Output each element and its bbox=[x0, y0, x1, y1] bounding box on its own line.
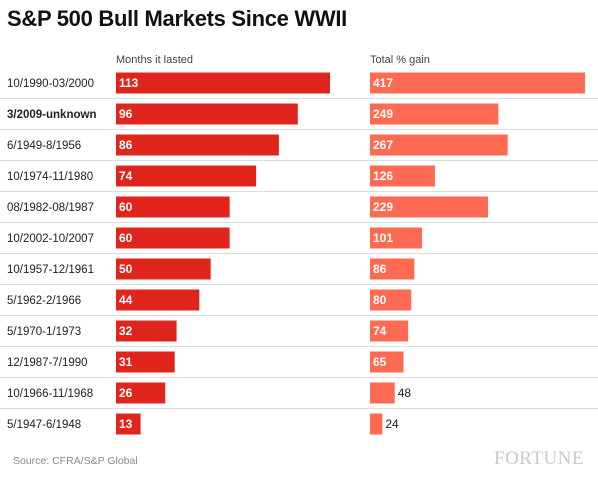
gain-value-label: 417 bbox=[373, 76, 393, 90]
category-label: 10/1974-11/1980 bbox=[7, 171, 93, 183]
gain-bar bbox=[370, 413, 383, 435]
months-bar bbox=[116, 382, 166, 404]
months-value-label: 26 bbox=[119, 386, 133, 400]
months-column-header: Months it lasted bbox=[116, 54, 194, 66]
gain-bar bbox=[370, 103, 499, 125]
gain-bar bbox=[370, 72, 585, 94]
fortune-logo: FORTUNE bbox=[494, 448, 584, 469]
gain-bar bbox=[370, 258, 415, 280]
gain-bar bbox=[370, 196, 489, 218]
gain-bar bbox=[370, 382, 395, 404]
gain-column-header: Total % gain bbox=[370, 54, 430, 66]
category-label: 12/1987-7/1990 bbox=[7, 357, 88, 369]
category-label: 10/2002-10/2007 bbox=[7, 233, 94, 245]
category-label: 3/2009-unknown bbox=[7, 109, 96, 121]
category-label: 08/1982-08/1987 bbox=[7, 202, 94, 214]
gain-bar bbox=[370, 289, 412, 311]
gain-bar bbox=[370, 165, 435, 187]
months-bar bbox=[116, 258, 211, 280]
months-value-label: 50 bbox=[119, 262, 133, 276]
category-label: 10/1957-12/1961 bbox=[7, 264, 94, 276]
months-bar bbox=[116, 289, 200, 311]
months-value-label: 32 bbox=[119, 324, 133, 338]
months-value-label: 60 bbox=[119, 200, 133, 214]
gain-value-label: 65 bbox=[373, 355, 387, 369]
gain-value-label: 74 bbox=[373, 324, 387, 338]
months-bar bbox=[116, 227, 230, 249]
source-note: Source: CFRA/S&P Global bbox=[13, 455, 138, 467]
months-bar bbox=[116, 413, 141, 435]
months-bar bbox=[116, 320, 177, 342]
months-bar bbox=[116, 134, 279, 156]
months-value-label: 113 bbox=[119, 76, 139, 90]
months-bar bbox=[116, 196, 230, 218]
months-value-label: 60 bbox=[119, 231, 133, 245]
months-value-label: 86 bbox=[119, 138, 133, 152]
category-label: 10/1966-11/1968 bbox=[7, 388, 93, 400]
category-label: 6/1949-8/1956 bbox=[7, 140, 81, 152]
gain-value-label: 267 bbox=[373, 138, 393, 152]
gain-value-label: 86 bbox=[373, 262, 387, 276]
months-value-label: 13 bbox=[119, 417, 133, 431]
months-bar bbox=[116, 351, 175, 373]
gain-value-label: 24 bbox=[385, 417, 399, 431]
gain-value-label: 48 bbox=[398, 386, 412, 400]
gain-bar bbox=[370, 134, 508, 156]
months-value-label: 31 bbox=[119, 355, 133, 369]
months-bar bbox=[116, 72, 330, 94]
category-label: 5/1962-2/1966 bbox=[7, 295, 81, 307]
gain-bar bbox=[370, 351, 404, 373]
months-bar bbox=[116, 165, 257, 187]
gain-value-label: 126 bbox=[373, 169, 393, 183]
months-value-label: 44 bbox=[119, 293, 133, 307]
months-value-label: 74 bbox=[119, 169, 133, 183]
months-bar bbox=[116, 103, 298, 125]
category-label: 10/1990-03/2000 bbox=[7, 78, 94, 90]
category-label: 5/1970-1/1973 bbox=[7, 326, 81, 338]
gain-bar bbox=[370, 320, 409, 342]
gain-bar bbox=[370, 227, 423, 249]
gain-value-label: 249 bbox=[373, 107, 393, 121]
category-label: 5/1947-6/1948 bbox=[7, 419, 81, 431]
chart-title: S&P 500 Bull Markets Since WWII bbox=[7, 6, 347, 31]
gain-value-label: 229 bbox=[373, 200, 393, 214]
gain-value-label: 80 bbox=[373, 293, 387, 307]
months-value-label: 96 bbox=[119, 107, 133, 121]
gain-value-label: 101 bbox=[373, 231, 393, 245]
